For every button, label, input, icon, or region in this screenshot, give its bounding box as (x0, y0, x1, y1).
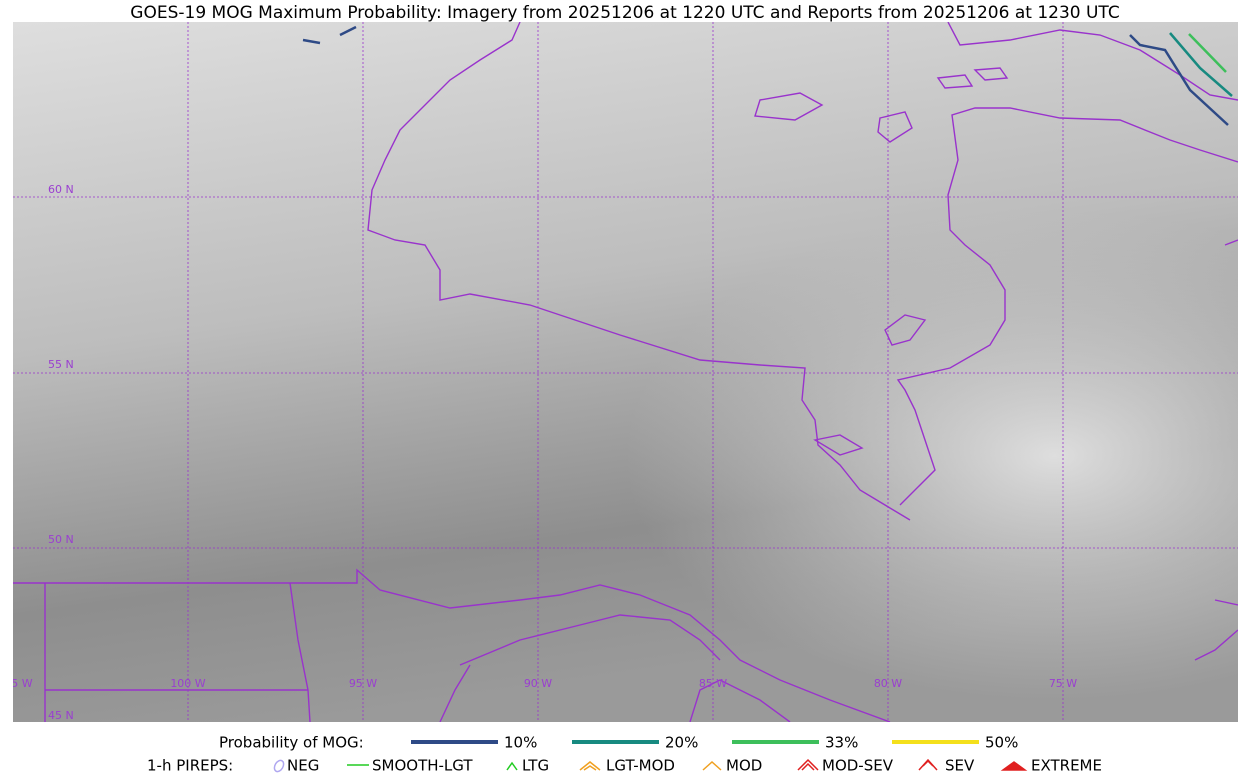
map: 60 N 55 N 50 N 45 N 105 W 100 W 95 W 90 W 85 W 80… (0, 22, 1238, 722)
longitude-label: 100 W (170, 677, 205, 690)
longitude-label: 85 W (699, 677, 727, 690)
latitude-label: 45 N (48, 709, 74, 722)
longitude-label: 105 W (0, 677, 33, 690)
legend-label: SMOOTH-LGT (372, 757, 473, 775)
longitude-label: 75 W (1049, 677, 1077, 690)
mog-33 (1188, 33, 1227, 73)
mog-20 (1169, 32, 1233, 97)
legend-label: 50% (985, 734, 1018, 752)
cloud-band (13, 22, 1238, 722)
grid-labels: 60 N 55 N 50 N 45 N 105 W 100 W 95 W 90 W 85 W 80… (0, 183, 1077, 722)
legend-label: LGT-MOD (606, 757, 675, 775)
legend-label: 33% (825, 734, 858, 752)
longitude-label: 95 W (349, 677, 377, 690)
latitude-label: 50 N (48, 533, 74, 546)
legend-title: 1-h PIREPS: (147, 757, 233, 775)
latitude-label: 60 N (48, 183, 74, 196)
longitude-label: 80 W (874, 677, 902, 690)
legend: Probability of MOG: 10% 20% 33% 50% 1-h PIREP… (147, 734, 1102, 775)
legend-label: EXTREME (1031, 757, 1102, 775)
mog-10 (302, 25, 357, 45)
longitude-label: 90 W (524, 677, 552, 690)
latitude-label: 55 N (48, 358, 74, 371)
legend-label: 10% (504, 734, 537, 752)
legend-label: NEG (287, 757, 319, 775)
graticule (13, 22, 1238, 722)
legend-title: Probability of MOG: (219, 734, 364, 752)
legend-label: MOD-SEV (822, 757, 894, 775)
legend-label: SEV (945, 757, 975, 775)
legend-label: LTG (522, 757, 549, 775)
pirep-icons (273, 758, 1028, 773)
legend-label: MOD (726, 757, 762, 775)
coastlines (13, 22, 1238, 722)
mog-10 (1129, 34, 1229, 126)
mog-contours (302, 25, 1233, 126)
legend-label: 20% (665, 734, 698, 752)
title: GOES-19 MOG Maximum Probability: Imagery… (130, 3, 1119, 23)
